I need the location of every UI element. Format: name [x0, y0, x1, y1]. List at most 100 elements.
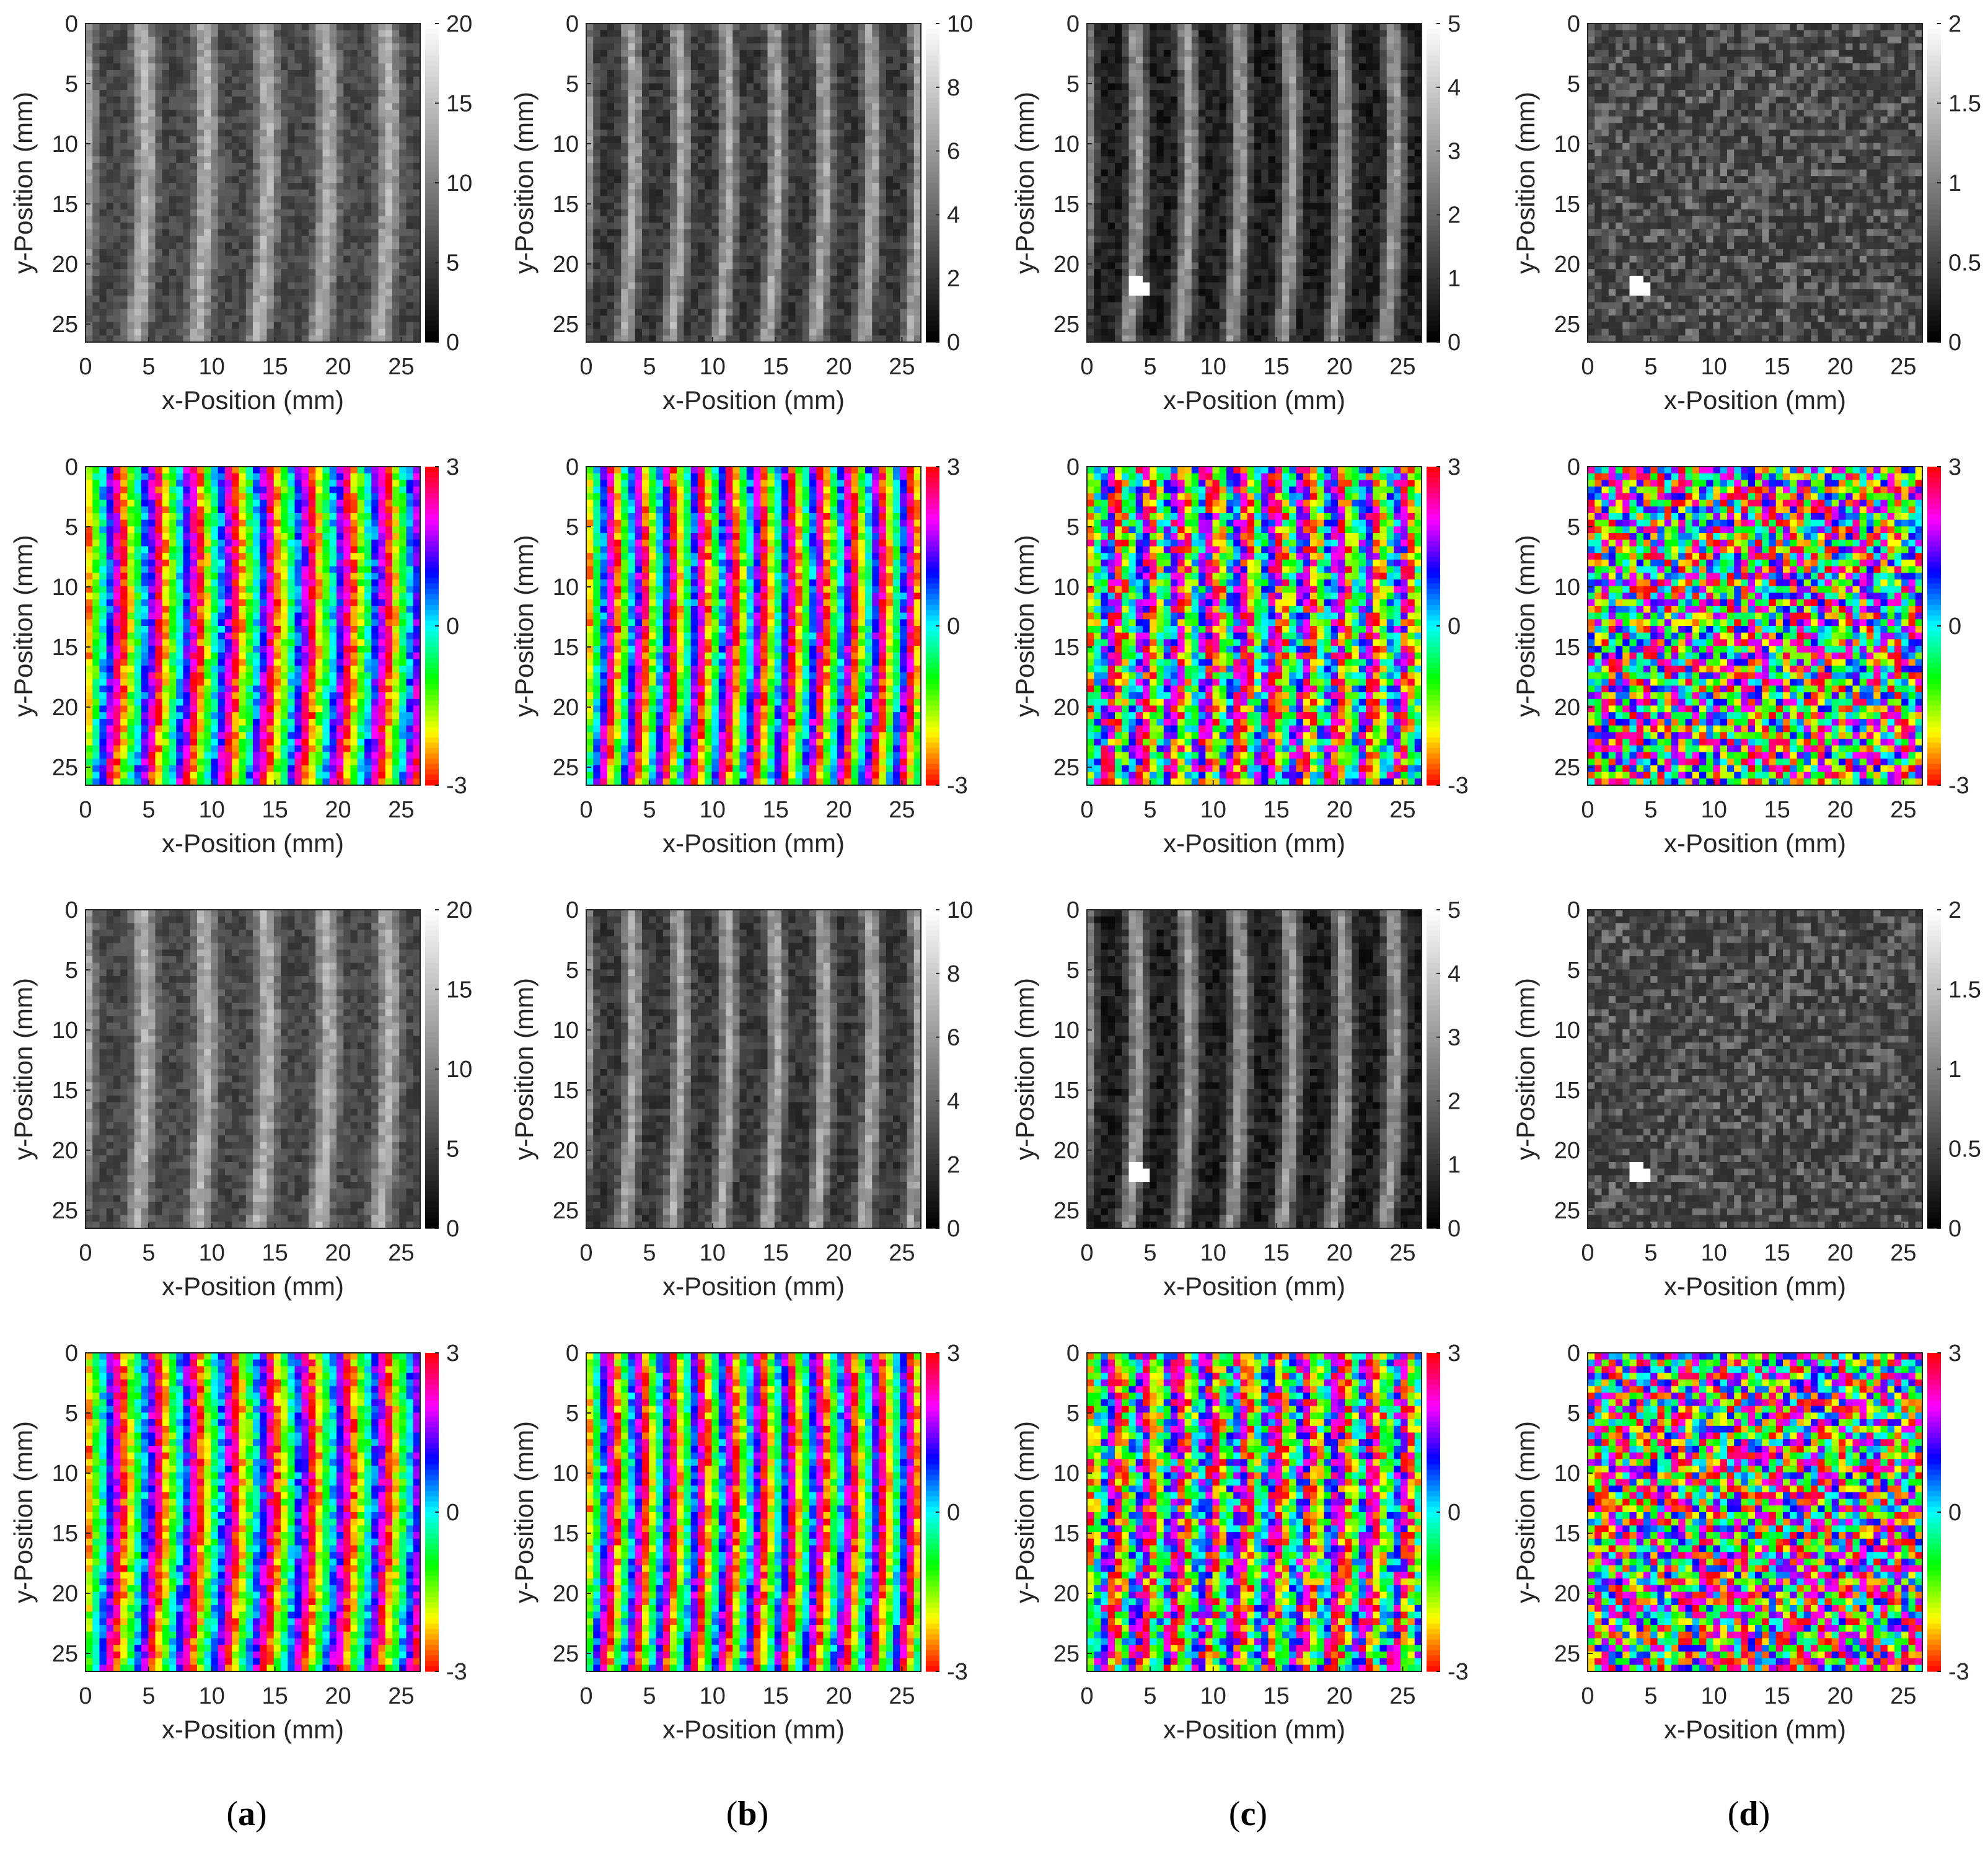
x-tick-label: 5	[643, 1240, 656, 1266]
x-tick-label: 10	[199, 1240, 225, 1266]
x-tick-label: 15	[1264, 354, 1290, 380]
colorbar-tick-label: 3	[1948, 1340, 1961, 1367]
x-tick-label: 25	[388, 797, 414, 823]
x-tick-label: 15	[1764, 354, 1790, 380]
colorbar-tick-label: 1	[1448, 266, 1461, 292]
colorbar-tick-label: 3	[1448, 1340, 1461, 1367]
x-tick-label: 15	[1264, 797, 1290, 823]
y-tick-label: 5	[65, 957, 78, 984]
y-tick-label: 25	[1554, 755, 1580, 781]
colorbar-c-row3: 0 1 2 3 4 5	[1427, 897, 1461, 1242]
y-tick-label: 0	[65, 897, 78, 923]
y-tick-label: 25	[553, 312, 579, 338]
colorbar-a-row4: -3 0 3	[425, 1340, 467, 1685]
colorbar-tick-label: 0	[446, 330, 459, 356]
colorbar-tick-label: 0	[446, 1216, 459, 1242]
y-tick-label: 20	[1053, 1581, 1080, 1607]
y-tick-label: 15	[52, 1078, 78, 1104]
heatmap-d-row2	[1588, 467, 1923, 786]
y-tick-label: 15	[1554, 1521, 1580, 1547]
y-tick-label: 25	[1053, 755, 1080, 781]
heatmap-a-row4	[86, 1353, 421, 1672]
y-tick-label: 15	[1053, 1521, 1080, 1547]
heatmap-c-row4	[1087, 1353, 1422, 1672]
x-tick-label: 20	[825, 354, 851, 380]
y-tick-label: 15	[1053, 635, 1080, 661]
colorbar-c-row1: 0 1 2 3 4 5	[1427, 11, 1461, 356]
heatmap-d-row1	[1588, 24, 1923, 343]
x-tick-label: 5	[1143, 1240, 1156, 1266]
y-tick-label: 0	[1067, 1340, 1080, 1367]
colorbar-tick-label: 0	[1448, 1216, 1461, 1242]
y-tick-label: 0	[566, 11, 579, 37]
y-tick-label: 5	[1067, 71, 1080, 97]
x-tick-label: 25	[388, 1683, 414, 1709]
colorbar-tick-label: 4	[947, 1088, 960, 1114]
x-tick-label: 25	[889, 1683, 915, 1709]
y-tick-label: 15	[1053, 1078, 1080, 1104]
x-tick-label: 0	[1080, 354, 1093, 380]
colorbar-tick-label: 1.5	[1948, 91, 1981, 117]
colorbar-d-row4: -3 0 3	[1927, 1340, 1969, 1685]
y-tick-label: 5	[566, 71, 579, 97]
colorbar-tick-label: 1	[1448, 1152, 1461, 1178]
colorbar-tick-label: 0	[1948, 1216, 1961, 1242]
y-tick-label: 5	[65, 71, 78, 97]
x-tick-label: 5	[643, 354, 656, 380]
colorbar-c-row2: -3 0 3	[1427, 454, 1469, 799]
x-axis-label: x-Position (mm)	[1664, 829, 1846, 858]
x-tick-label: 10	[700, 797, 726, 823]
colorbar-tick-label: 0	[1448, 614, 1461, 640]
x-tick-label: 10	[1200, 1683, 1226, 1709]
colorbar-tick-label: 0	[1448, 1500, 1461, 1526]
y-axis-label: y-Position (mm)	[9, 535, 38, 717]
heatmap-c-row3	[1087, 910, 1422, 1229]
y-axis-label: y-Position (mm)	[509, 535, 539, 717]
y-tick-label: 25	[553, 1641, 579, 1667]
y-axis-label: y-Position (mm)	[1511, 535, 1540, 717]
y-tick-label: 15	[52, 635, 78, 661]
y-tick-label: 5	[1567, 957, 1580, 984]
y-tick-label: 0	[1067, 897, 1080, 923]
colorbar-tick-label: 8	[947, 75, 960, 101]
y-tick-label: 0	[566, 897, 579, 923]
x-axis-label: x-Position (mm)	[662, 829, 845, 858]
x-tick-label: 15	[763, 1240, 789, 1266]
y-tick-label: 15	[1554, 635, 1580, 661]
colorbar-tick-label: 0	[947, 330, 960, 356]
y-tick-label: 25	[52, 1641, 78, 1667]
x-tick-label: 5	[643, 797, 656, 823]
colorbar-tick-label: 0	[1948, 1500, 1961, 1526]
x-tick-label: 25	[1389, 354, 1415, 380]
heatmap-b-row2	[586, 467, 921, 786]
y-tick-label: 10	[1053, 131, 1080, 157]
colorbar-b-row4: -3 0 3	[926, 1340, 968, 1685]
x-axis-label: x-Position (mm)	[1664, 1715, 1846, 1744]
x-tick-label: 20	[325, 1240, 351, 1266]
y-tick-label: 0	[65, 1340, 78, 1367]
colorbar-d-row1: 0 0.5 1 1.5 2	[1927, 11, 1981, 356]
x-axis-label: x-Position (mm)	[1664, 1272, 1846, 1301]
colorbar-tick-label: 0	[446, 1500, 459, 1526]
y-tick-label: 20	[553, 695, 579, 721]
y-tick-label: 20	[52, 695, 78, 721]
x-tick-label: 5	[142, 1683, 155, 1709]
colorbar-tick-label: 15	[446, 977, 472, 1003]
y-tick-label: 20	[1554, 252, 1580, 278]
x-tick-label: 20	[825, 1240, 851, 1266]
colorbar-tick-label: 20	[446, 897, 472, 923]
y-tick-label: 20	[1053, 695, 1080, 721]
y-axis-label: y-Position (mm)	[1511, 978, 1540, 1160]
y-tick-label: 5	[566, 957, 579, 984]
y-tick-label: 20	[1554, 1138, 1580, 1164]
colorbar-tick-label: -3	[947, 773, 968, 799]
x-axis-label: x-Position (mm)	[162, 829, 344, 858]
x-tick-label: 10	[1200, 354, 1226, 380]
x-axis-label: x-Position (mm)	[1163, 1715, 1345, 1744]
y-tick-label: 0	[1567, 11, 1580, 37]
